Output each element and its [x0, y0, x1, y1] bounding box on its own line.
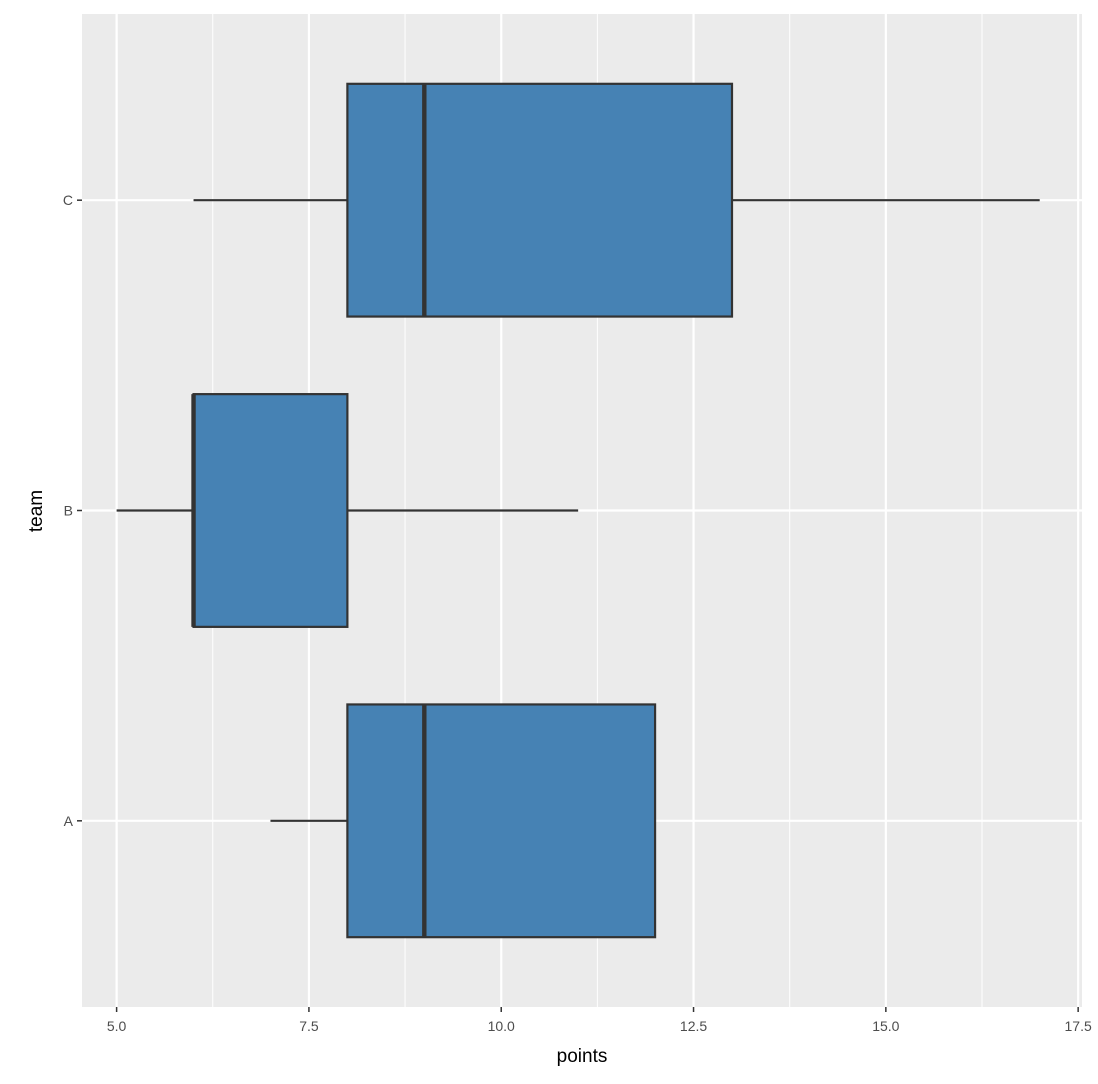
x-axis-title: points: [557, 1046, 608, 1067]
x-tick-label: 15.0: [872, 1018, 899, 1034]
y-tick-label: B: [64, 503, 73, 519]
y-axis-title: team: [26, 490, 47, 532]
x-tick-label: 12.5: [680, 1018, 707, 1034]
y-tick-label: A: [64, 813, 74, 829]
box-b: [116, 393, 579, 628]
x-tick-label: 7.5: [299, 1018, 319, 1034]
y-tick-label: C: [63, 192, 73, 208]
box-c: [193, 82, 1040, 318]
x-tick-label: 17.5: [1065, 1018, 1092, 1034]
iqr-box-a: [346, 703, 657, 939]
box-a: [270, 703, 657, 939]
iqr-box-b: [192, 393, 349, 628]
iqr-box-c: [346, 82, 734, 318]
x-tick-label: 10.0: [488, 1018, 515, 1034]
box-group: [116, 82, 1040, 939]
y-axis-ticks: A B C: [63, 192, 82, 829]
x-tick-label: 5.0: [107, 1018, 127, 1034]
x-axis-ticks: 5.0 7.5 10.0 12.5 15.0 17.5: [107, 1007, 1092, 1034]
